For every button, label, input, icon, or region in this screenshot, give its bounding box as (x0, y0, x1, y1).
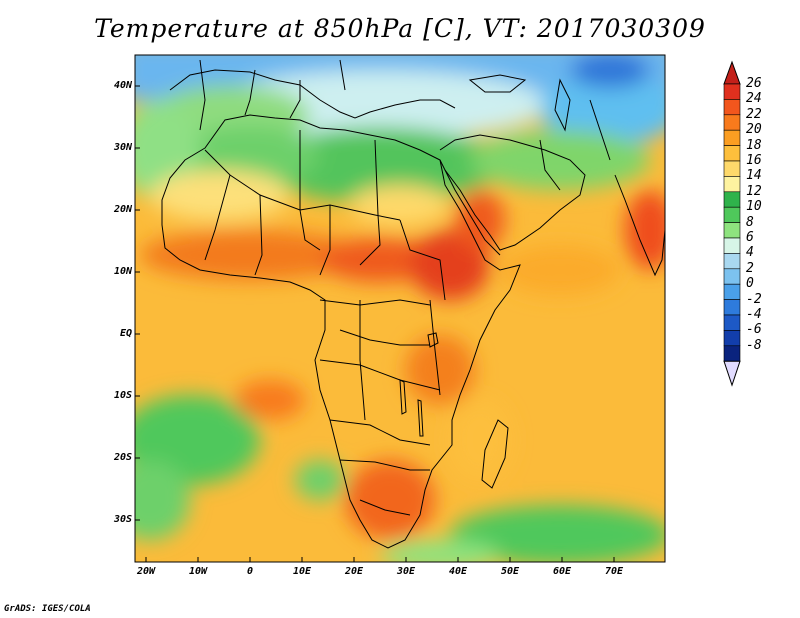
lon-label-10w: 10W (188, 566, 208, 577)
colorbar-swatch (723, 345, 741, 362)
lon-label-0: 0 (246, 566, 254, 577)
colorbar-swatch (723, 253, 741, 270)
colorbar-swatch (723, 330, 741, 347)
lat-label-10n: 10N (113, 266, 132, 277)
colorbar-label: 4 (746, 245, 754, 261)
colorbar-swatch (723, 160, 741, 177)
lon-label-70e: 70E (604, 566, 624, 577)
colorbar-label: 0 (746, 276, 754, 292)
lat-label-30s: 30S (113, 514, 132, 525)
colorbar-label: 26 (746, 76, 762, 91)
colorbar-swatch (723, 83, 741, 100)
colorbar-swatch (723, 99, 741, 116)
coastlines (161, 59, 665, 549)
colorbar-label: -6 (746, 322, 762, 338)
lon-label-60e: 60E (552, 566, 572, 577)
colorbar-swatch (723, 222, 741, 239)
colorbar-under-arrow (723, 360, 741, 387)
lat-label-30n: 30N (113, 142, 132, 153)
colorbar-label: 10 (746, 199, 762, 215)
colorbar-label: 18 (746, 137, 762, 153)
colorbar-swatch (723, 268, 741, 285)
colorbar-swatch (723, 206, 741, 223)
colorbar-swatch (723, 237, 741, 254)
lon-label-50e: 50E (500, 566, 520, 577)
colorbar-swatch (723, 299, 741, 316)
colorbar-label: 14 (746, 168, 762, 184)
lat-label-40n: 40N (113, 80, 132, 91)
colorbar-swatch (723, 314, 741, 331)
colorbar-label: 2 (746, 260, 754, 276)
tick-marks (135, 85, 615, 562)
colorbar (723, 60, 741, 387)
colorbar-swatch (723, 191, 741, 208)
colorbar-label: 20 (746, 122, 762, 138)
colorbar-swatch (723, 176, 741, 193)
colorbar-label: 22 (746, 106, 762, 122)
lon-label-30e: 30E (396, 566, 416, 577)
lon-label-20e: 20E (344, 566, 364, 577)
colorbar-label: -4 (746, 307, 762, 322)
map-title: Temperature at 850hPa [C], VT: 201703030… (94, 14, 706, 43)
colorbar-swatch (723, 283, 741, 300)
lat-label-10s: 10S (113, 390, 132, 401)
colorbar-label: 6 (746, 230, 754, 245)
colorbar-over-arrow (723, 60, 741, 85)
lon-label-20w: 20W (136, 566, 156, 577)
map-frame (134, 54, 666, 563)
colorbar-label: -8 (746, 337, 762, 353)
lat-label-20n: 20N (113, 204, 132, 215)
colorbar-swatch (723, 129, 741, 146)
credit-text: GrADS: IGES/COLA (4, 604, 91, 614)
lat-label-eq: EQ (119, 328, 132, 339)
colorbar-label: -2 (746, 291, 762, 307)
colorbar-swatch (723, 145, 741, 162)
colorbar-label: 12 (746, 183, 762, 199)
temperature-field (135, 55, 665, 562)
colorbar-label: 8 (746, 214, 754, 230)
colorbar-swatch (723, 114, 741, 131)
lat-label-20s: 20S (113, 452, 132, 463)
lon-label-10e: 10E (292, 566, 312, 577)
lon-label-40e: 40E (448, 566, 468, 577)
colorbar-label: 24 (746, 91, 762, 107)
colorbar-label: 16 (746, 153, 762, 168)
